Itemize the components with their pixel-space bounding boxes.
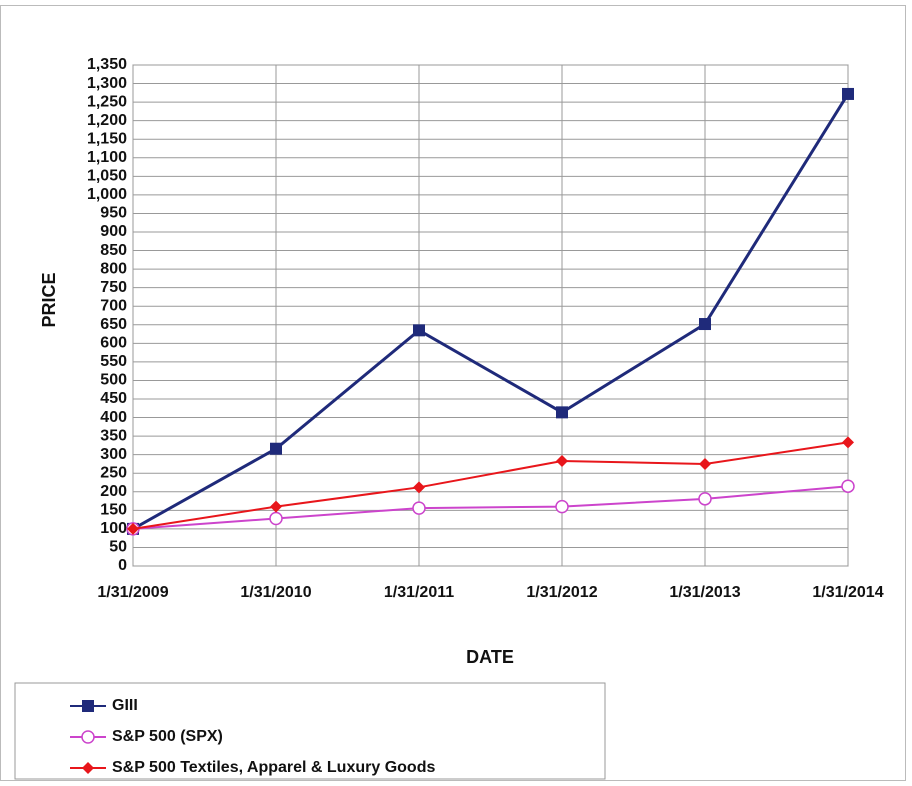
marker bbox=[842, 87, 854, 100]
marker bbox=[269, 511, 283, 526]
y-tick-label: 950 bbox=[100, 205, 127, 222]
x-axis-label: DATE bbox=[466, 647, 514, 667]
y-tick-label: 900 bbox=[100, 223, 127, 240]
marker bbox=[556, 454, 568, 467]
y-tick-label: 750 bbox=[100, 279, 127, 296]
y-tick-label: 1,350 bbox=[87, 56, 127, 73]
y-tick-label: 1,050 bbox=[87, 168, 127, 185]
y-tick-label: 1,300 bbox=[87, 75, 127, 92]
y-tick-label: 100 bbox=[100, 520, 127, 537]
marker bbox=[127, 522, 139, 535]
plot-area bbox=[132, 64, 849, 567]
y-tick-label: 150 bbox=[100, 502, 127, 519]
legend-marker bbox=[81, 730, 95, 744]
series-line bbox=[132, 441, 849, 530]
marker bbox=[699, 318, 711, 331]
legend-label: S&P 500 (SPX) bbox=[112, 728, 223, 745]
marker bbox=[413, 481, 425, 494]
marker bbox=[698, 492, 712, 506]
marker bbox=[270, 442, 282, 455]
y-tick-label: 350 bbox=[100, 427, 127, 444]
x-tick-label: 1/31/2010 bbox=[240, 584, 311, 601]
marker bbox=[413, 324, 425, 337]
y-tick-label: 700 bbox=[100, 297, 127, 314]
legend-marker bbox=[82, 700, 94, 712]
y-axis-label: PRICE bbox=[39, 272, 59, 327]
marker bbox=[270, 500, 282, 513]
y-tick-label: 600 bbox=[100, 335, 127, 352]
y-tick-label: 1,150 bbox=[87, 130, 127, 147]
y-tick-label: 550 bbox=[100, 353, 127, 370]
marker bbox=[412, 501, 426, 515]
y-tick-label: 400 bbox=[100, 409, 127, 426]
legend-marker bbox=[82, 762, 94, 774]
y-tick-label: 1,200 bbox=[87, 112, 127, 129]
legend-label: GIII bbox=[112, 697, 138, 714]
y-tick-label: 500 bbox=[100, 372, 127, 389]
y-tick-label: 1,250 bbox=[87, 93, 127, 110]
y-tick-label: 850 bbox=[100, 242, 127, 259]
series-line bbox=[132, 485, 849, 530]
y-tick-label: 0 bbox=[118, 557, 127, 574]
marker bbox=[555, 499, 569, 514]
series-line bbox=[132, 93, 850, 531]
y-tick-label: 250 bbox=[100, 464, 127, 481]
frame bbox=[0, 5, 906, 781]
y-tick-label: 1,100 bbox=[87, 149, 127, 166]
y-tick-label: 450 bbox=[100, 390, 127, 407]
y-tick-label: 50 bbox=[109, 539, 127, 556]
y-tick-label: 800 bbox=[100, 260, 127, 277]
x-tick-label: 1/31/2009 bbox=[97, 584, 168, 601]
marker bbox=[841, 479, 855, 493]
y-tick-label: 650 bbox=[100, 316, 127, 333]
marker bbox=[699, 457, 711, 470]
x-tick-label: 1/31/2012 bbox=[526, 584, 597, 601]
legend-box bbox=[14, 682, 606, 780]
x-tick-label: 1/31/2013 bbox=[669, 584, 740, 601]
y-tick-label: 200 bbox=[100, 483, 127, 500]
y-tick-label: 300 bbox=[100, 446, 127, 463]
x-tick-label: 1/31/2011 bbox=[384, 584, 454, 601]
legend-label: S&P 500 Textiles, Apparel & Luxury Goods bbox=[112, 759, 435, 776]
marker bbox=[842, 436, 854, 449]
y-tick-label: 1,000 bbox=[87, 186, 127, 203]
marker bbox=[556, 406, 568, 419]
x-tick-label: 1/31/2014 bbox=[812, 584, 883, 601]
